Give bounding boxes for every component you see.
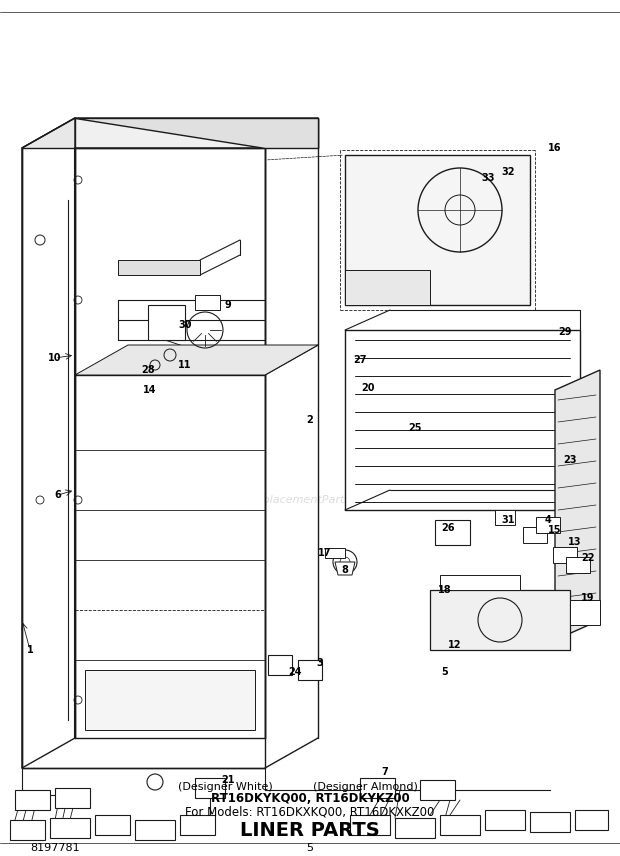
Text: 17: 17 — [318, 548, 332, 558]
Polygon shape — [50, 818, 90, 838]
Polygon shape — [195, 295, 220, 310]
Polygon shape — [22, 118, 318, 148]
Text: (Designer White): (Designer White) — [177, 782, 272, 792]
Text: 3: 3 — [317, 658, 324, 668]
Polygon shape — [22, 118, 75, 768]
Polygon shape — [15, 790, 50, 810]
Polygon shape — [570, 600, 600, 625]
Text: 5: 5 — [441, 667, 448, 677]
Polygon shape — [75, 345, 318, 375]
Text: 24: 24 — [288, 667, 302, 677]
Text: 27: 27 — [353, 355, 367, 365]
Polygon shape — [118, 260, 200, 275]
Polygon shape — [268, 655, 292, 675]
Polygon shape — [553, 547, 577, 563]
Text: 25: 25 — [408, 423, 422, 433]
Polygon shape — [195, 778, 225, 798]
Polygon shape — [55, 788, 90, 808]
Text: 8: 8 — [342, 565, 348, 575]
Polygon shape — [180, 815, 215, 835]
Text: 2: 2 — [307, 415, 313, 425]
Polygon shape — [430, 590, 570, 650]
Polygon shape — [345, 330, 580, 510]
Text: 5: 5 — [306, 843, 314, 853]
Text: 8197781: 8197781 — [30, 843, 79, 853]
Text: 29: 29 — [558, 327, 572, 337]
Text: 22: 22 — [582, 553, 595, 563]
Text: 15: 15 — [548, 525, 562, 535]
Polygon shape — [22, 148, 265, 768]
Text: LINER PARTS: LINER PARTS — [240, 821, 380, 840]
Polygon shape — [350, 815, 390, 835]
Text: 23: 23 — [563, 455, 577, 465]
Text: 13: 13 — [569, 537, 582, 547]
Text: 14: 14 — [143, 385, 157, 395]
Polygon shape — [566, 557, 590, 573]
Text: 11: 11 — [179, 360, 192, 370]
Text: 20: 20 — [361, 383, 374, 393]
Polygon shape — [325, 548, 345, 558]
Polygon shape — [440, 815, 480, 835]
Polygon shape — [530, 812, 570, 832]
Text: RT16DKYKQ00, RT16DKYKZ00: RT16DKYKQ00, RT16DKYKZ00 — [211, 793, 409, 805]
Polygon shape — [536, 517, 560, 533]
Polygon shape — [495, 510, 515, 525]
Polygon shape — [523, 527, 547, 543]
Text: 30: 30 — [179, 320, 192, 330]
Polygon shape — [395, 818, 435, 838]
Polygon shape — [148, 305, 185, 340]
Polygon shape — [85, 670, 255, 730]
Text: (Designer Almond): (Designer Almond) — [312, 782, 417, 792]
Text: 19: 19 — [582, 593, 595, 603]
Text: 16: 16 — [548, 143, 562, 153]
Polygon shape — [298, 660, 322, 680]
Text: eReplacementParts.com: eReplacementParts.com — [242, 495, 378, 505]
Polygon shape — [335, 562, 355, 575]
Polygon shape — [440, 575, 520, 590]
Polygon shape — [420, 780, 455, 800]
Text: 4: 4 — [544, 515, 551, 525]
Polygon shape — [485, 810, 525, 830]
Text: 7: 7 — [382, 767, 388, 777]
Text: 9: 9 — [224, 300, 231, 310]
Polygon shape — [345, 155, 530, 305]
Text: 6: 6 — [55, 490, 61, 500]
Polygon shape — [135, 820, 175, 840]
Text: 31: 31 — [501, 515, 515, 525]
Polygon shape — [10, 820, 45, 840]
Text: 32: 32 — [501, 167, 515, 177]
Text: 21: 21 — [221, 775, 235, 785]
Text: 12: 12 — [448, 640, 462, 650]
Text: 10: 10 — [48, 353, 62, 363]
Bar — [360, 280, 415, 300]
Polygon shape — [435, 520, 470, 545]
Text: 26: 26 — [441, 523, 454, 533]
Text: 1: 1 — [27, 645, 33, 655]
Polygon shape — [95, 815, 130, 835]
Polygon shape — [345, 270, 430, 305]
Polygon shape — [75, 118, 318, 148]
Polygon shape — [555, 370, 600, 640]
Text: For Models: RT16DKXKQ00, RT16DKXKZ00: For Models: RT16DKXKQ00, RT16DKXKZ00 — [185, 805, 435, 818]
Polygon shape — [360, 778, 395, 798]
Text: 33: 33 — [481, 173, 495, 183]
Text: 18: 18 — [438, 585, 452, 595]
Text: 28: 28 — [141, 365, 155, 375]
Polygon shape — [575, 810, 608, 830]
